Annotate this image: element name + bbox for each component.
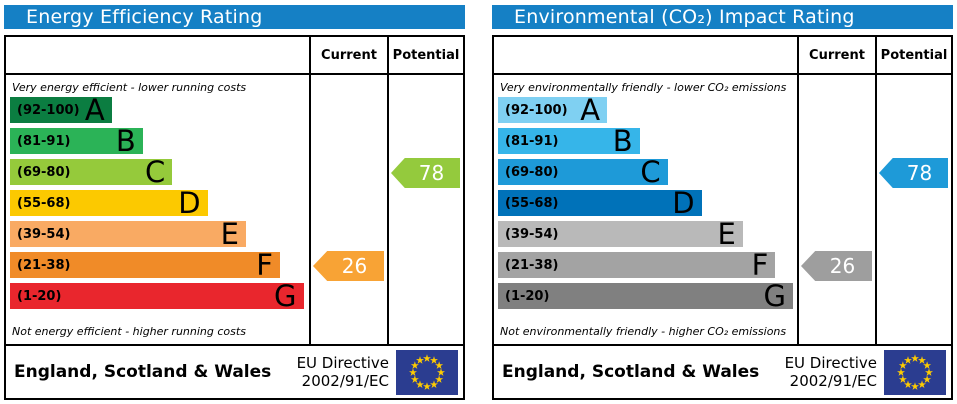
rating-band-f: (21-38) F: [498, 248, 776, 282]
eu-directive-line2: 2002/91/EC: [301, 372, 389, 390]
band-letter: A: [84, 93, 105, 127]
band-letter: F: [256, 248, 273, 282]
band-range-label: (39-54): [17, 226, 71, 242]
eu-directive-line1: EU Directive: [784, 354, 877, 372]
rating-band-b: (81-91) B: [10, 124, 143, 158]
rating-body: Very environmentally friendly - lower CO…: [494, 75, 951, 344]
rating-body: Very energy efficient - lower running co…: [6, 75, 463, 344]
band-range-label: (81-91): [17, 133, 71, 149]
bottom-note: Not energy efficient - higher running co…: [12, 325, 246, 338]
band-range-label: (69-80): [17, 164, 71, 180]
band-letter: E: [717, 217, 736, 251]
band-letter: C: [640, 155, 661, 189]
blank-header-cell: [6, 37, 309, 73]
environmental-impact-panel: Environmental (CO₂) Impact Rating Curren…: [492, 5, 953, 400]
band-range-label: (39-54): [505, 226, 559, 242]
potential-rating-arrow: 78: [879, 158, 948, 188]
band-letter: G: [763, 279, 786, 313]
region-label: England, Scotland & Wales: [502, 362, 760, 382]
potential-column: 78: [875, 75, 951, 344]
rating-band-b: (81-91) B: [498, 124, 640, 158]
region-label: England, Scotland & Wales: [14, 362, 272, 382]
rating-band-f: (21-38) F: [10, 248, 280, 282]
band-letter: B: [612, 124, 633, 158]
rating-band-a: (92-100) A: [10, 93, 112, 127]
current-column-header: Current: [309, 37, 387, 73]
band-letter: D: [672, 186, 695, 220]
rating-band-a: (92-100) A: [498, 93, 608, 127]
eu-directive-label: EU Directive 2002/91/EC: [785, 354, 877, 390]
blank-header-cell: [494, 37, 797, 73]
rating-bands: (92-100) A (81-91) B (69-80) C (55-68): [10, 93, 305, 313]
current-rating-arrow: 26: [313, 251, 384, 281]
band-range-label: (55-68): [17, 195, 71, 211]
bottom-note: Not environmentally friendly - higher CO…: [500, 325, 787, 338]
rating-bands: (92-100) A (81-91) B (69-80) C (55-68): [498, 93, 793, 313]
current-column: 26: [797, 75, 875, 344]
rating-table: Current Potential Very energy efficient …: [4, 35, 465, 400]
band-range-label: (92-100): [505, 102, 568, 118]
potential-column: 78: [387, 75, 463, 344]
rating-band-g: (1-20) G: [10, 279, 304, 313]
rating-band-e: (39-54) E: [10, 217, 246, 251]
eu-flag-icon: [884, 349, 946, 395]
current-column-header: Current: [797, 37, 875, 73]
band-letter: E: [220, 217, 239, 251]
band-range-label: (1-20): [17, 288, 62, 304]
top-note: Very energy efficient - lower running co…: [12, 81, 247, 94]
band-letter: F: [751, 248, 769, 282]
potential-rating-arrow: 78: [391, 158, 460, 188]
rating-scale: Very energy efficient - lower running co…: [6, 75, 309, 344]
panel-title: Energy Efficiency Rating: [4, 5, 465, 29]
band-range-label: (69-80): [505, 164, 559, 180]
eu-directive-line1: EU Directive: [296, 354, 389, 372]
eu-directive-label: EU Directive 2002/91/EC: [297, 354, 389, 390]
band-letter: D: [178, 186, 201, 220]
potential-column-header: Potential: [875, 37, 951, 73]
band-letter: A: [580, 93, 601, 127]
top-note: Very environmentally friendly - lower CO…: [500, 81, 787, 94]
band-letter: B: [115, 124, 136, 158]
column-header-row: Current Potential: [494, 37, 951, 75]
column-header-row: Current Potential: [6, 37, 463, 75]
eu-directive-line2: 2002/91/EC: [789, 372, 877, 390]
band-range-label: (92-100): [17, 102, 80, 118]
band-range-label: (81-91): [505, 133, 559, 149]
band-range-label: (21-38): [17, 257, 71, 273]
rating-band-e: (39-54) E: [498, 217, 743, 251]
panel-footer: England, Scotland & Wales EU Directive 2…: [494, 344, 951, 398]
energy-efficiency-panel: Energy Efficiency Rating Current Potenti…: [4, 5, 465, 400]
eu-flag-icon: [396, 349, 458, 395]
rating-band-g: (1-20) G: [498, 279, 793, 313]
rating-band-d: (55-68) D: [10, 186, 208, 220]
band-letter: C: [145, 155, 166, 189]
potential-column-header: Potential: [387, 37, 463, 73]
rating-band-c: (69-80) C: [10, 155, 173, 189]
panel-footer: England, Scotland & Wales EU Directive 2…: [6, 344, 463, 398]
rating-band-d: (55-68) D: [498, 186, 702, 220]
band-range-label: (21-38): [505, 257, 559, 273]
band-range-label: (55-68): [505, 195, 559, 211]
current-rating-arrow: 26: [801, 251, 872, 281]
panel-title: Environmental (CO₂) Impact Rating: [492, 5, 953, 29]
rating-table: Current Potential Very environmentally f…: [492, 35, 953, 400]
rating-band-c: (69-80) C: [498, 155, 668, 189]
band-letter: G: [274, 279, 297, 313]
current-column: 26: [309, 75, 387, 344]
rating-scale: Very environmentally friendly - lower CO…: [494, 75, 797, 344]
band-range-label: (1-20): [505, 288, 550, 304]
